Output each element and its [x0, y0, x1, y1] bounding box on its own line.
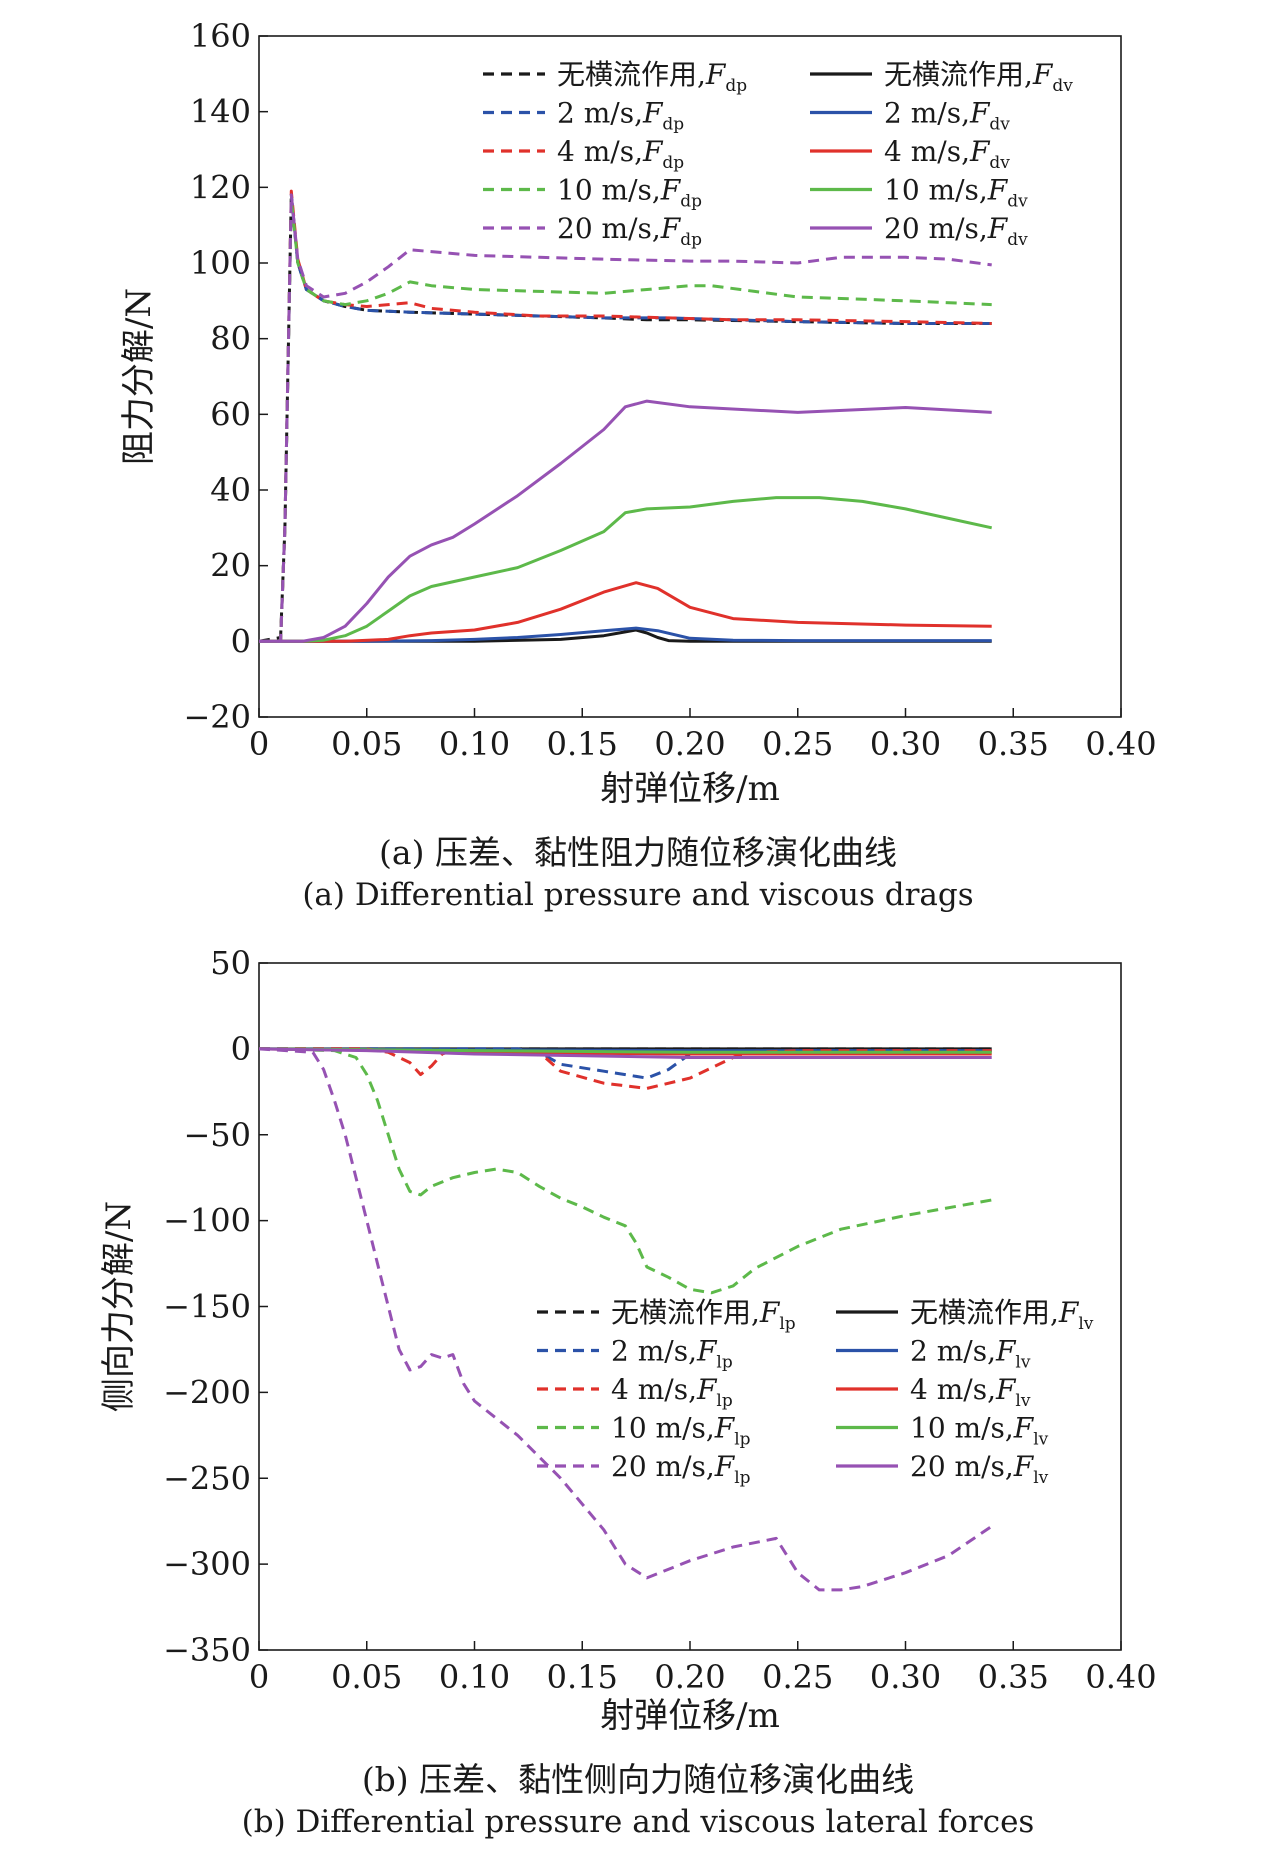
- series-line-20-m-s-lv: [259, 1047, 992, 1059]
- x-tick-label-0-10: 0.10: [439, 725, 510, 763]
- series-line-10-m-s-lv: [259, 1047, 992, 1054]
- legend-label-2-m-s-lv: 2 m/s,Flv: [910, 1335, 1031, 1373]
- legend-label-4-m-s-lv: 4 m/s,Flv: [910, 1373, 1031, 1411]
- legend-label-2-m-s-dp: 2 m/s,Fdp: [557, 97, 684, 135]
- y-tick-label-40: 40: [210, 471, 251, 509]
- y-tick-label-200: −200: [163, 1373, 251, 1411]
- legend-label-item-dv: 无横流作用,Fdv: [884, 58, 1073, 96]
- series-line-2-m-s-dv: [259, 626, 992, 643]
- caption-a-cn: (a) 压差、黏性阻力随位移演化曲线: [379, 833, 897, 872]
- legend-label-20-m-s-lp: 20 m/s,Flp: [611, 1450, 751, 1488]
- legend-label-item-lp: 无横流作用,Flp: [611, 1296, 796, 1334]
- x-tick-label-0: 0: [249, 1658, 269, 1696]
- y-tick-label-350: −350: [163, 1631, 251, 1669]
- y-tick-label-160: 160: [190, 17, 251, 55]
- legend-label-10-m-s-dp: 10 m/s,Fdp: [557, 174, 702, 212]
- y-tick-label-140: 140: [190, 93, 251, 131]
- y-tick-label-300: −300: [163, 1545, 251, 1583]
- x-tick-label-0-10: 0.10: [439, 1658, 510, 1696]
- legend-label-20-m-s-dp: 20 m/s,Fdp: [557, 212, 702, 250]
- series-line-4-m-s-dp: [259, 189, 992, 643]
- series-line-20-m-s-dp: [259, 193, 992, 643]
- x-tick-label-0-05: 0.05: [331, 1658, 402, 1696]
- caption-b-en: (b) Differential pressure and viscous la…: [241, 1804, 1035, 1840]
- x-tick-label-0-35: 0.35: [978, 725, 1049, 763]
- y-tick-label-250: −250: [163, 1459, 251, 1497]
- x-tick-label-0: 0: [249, 725, 269, 763]
- x-axis-label: 射弹位移/m: [600, 769, 780, 809]
- x-tick-label-0-25: 0.25: [762, 725, 833, 763]
- y-tick-label-0: 0: [231, 1030, 251, 1068]
- y-tick-label-80: 80: [210, 320, 251, 358]
- y-axis-label: 侧向力分解/N: [99, 1201, 139, 1412]
- y-axis-label: 阻力分解/N: [119, 288, 159, 465]
- legend-label-item-lv: 无横流作用,Flv: [910, 1296, 1094, 1334]
- x-tick-label-0-20: 0.20: [654, 725, 725, 763]
- legend-label-4-m-s-dp: 4 m/s,Fdp: [557, 135, 684, 173]
- series-lines: [259, 189, 993, 643]
- legend-label-2-m-s-dv: 2 m/s,Fdv: [884, 97, 1010, 135]
- x-tick-label-0-40: 0.40: [1085, 1658, 1156, 1696]
- x-axis-label: 射弹位移/m: [600, 1696, 780, 1736]
- y-tick-label-50: 50: [210, 944, 251, 982]
- legend-label-2-m-s-lp: 2 m/s,Flp: [611, 1335, 733, 1373]
- series-line-item-dp: [259, 193, 992, 643]
- series-line-10-m-s-dp: [259, 197, 992, 643]
- y-tick-label-120: 120: [190, 168, 251, 206]
- legend-label-20-m-s-dv: 20 m/s,Fdv: [884, 212, 1028, 250]
- x-tick-label-0-35: 0.35: [978, 1658, 1049, 1696]
- x-tick-label-0-05: 0.05: [331, 725, 402, 763]
- x-tick-label-0-30: 0.30: [870, 725, 941, 763]
- x-tick-label-0-20: 0.20: [654, 1658, 725, 1696]
- y-tick-label-60: 60: [210, 395, 251, 433]
- series-line-20-m-s-dv: [259, 399, 992, 643]
- legend-label-10-m-s-dv: 10 m/s,Fdv: [884, 174, 1028, 212]
- x-tick-label-0-25: 0.25: [762, 1658, 833, 1696]
- series-lines: [259, 1047, 993, 1592]
- series-line-4-m-s-dv: [259, 581, 992, 643]
- x-tick-label-0-30: 0.30: [870, 1658, 941, 1696]
- legend-label-4-m-s-lp: 4 m/s,Flp: [611, 1373, 733, 1411]
- series-line-20-m-s-lp: [259, 1047, 993, 1592]
- y-tick-label-0: 0: [231, 622, 251, 660]
- series-line-2-m-s-dp: [259, 193, 992, 643]
- x-tick-label-0-15: 0.15: [547, 725, 618, 763]
- legend-label-item-dp: 无横流作用,Fdp: [557, 58, 747, 96]
- legend-label-10-m-s-lv: 10 m/s,Flv: [910, 1412, 1049, 1450]
- chart-panel-a: 0 0.05 0.10 0.15 0.20 0.25 0.30 0.35 0.40−200204…: [119, 17, 1157, 809]
- legend-label-10-m-s-lp: 10 m/s,Flp: [611, 1412, 751, 1450]
- y-tick-label-150: −150: [163, 1288, 251, 1326]
- y-tick-label-20: 20: [210, 547, 251, 585]
- caption-a-en: (a) Differential pressure and viscous dr…: [302, 877, 974, 913]
- y-tick-label-50: −50: [183, 1116, 251, 1154]
- x-tick-label-0-15: 0.15: [547, 1658, 618, 1696]
- series-line-10-m-s-dv: [259, 496, 993, 643]
- y-tick-label-100: −100: [163, 1202, 251, 1240]
- legend-label-20-m-s-lv: 20 m/s,Flv: [910, 1450, 1049, 1488]
- legend-label-4-m-s-dv: 4 m/s,Fdv: [884, 135, 1010, 173]
- y-tick-label-100: 100: [190, 244, 251, 282]
- caption-b-cn: (b) 压差、黏性侧向力随位移演化曲线: [361, 1760, 915, 1799]
- y-tick-label-20: −20: [183, 698, 251, 736]
- x-tick-label-0-40: 0.40: [1085, 725, 1156, 763]
- chart-panel-b: 0 0.05 0.10 0.15 0.20 0.25 0.30 0.35 0.40 −350 −30…: [99, 944, 1157, 1736]
- plot-frame: [258, 35, 1122, 718]
- series-line-10-m-s-lp: [259, 1047, 992, 1295]
